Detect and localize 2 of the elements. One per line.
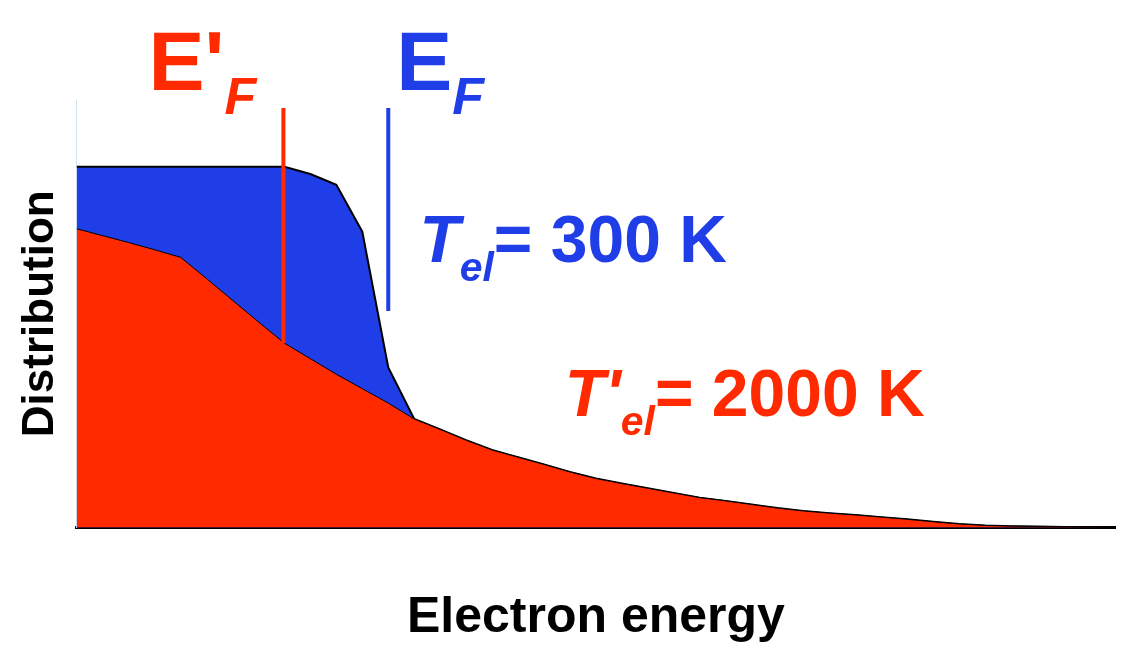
y-axis-title: Distribution xyxy=(12,190,62,438)
x-axis-title: Electron energy xyxy=(406,586,786,643)
